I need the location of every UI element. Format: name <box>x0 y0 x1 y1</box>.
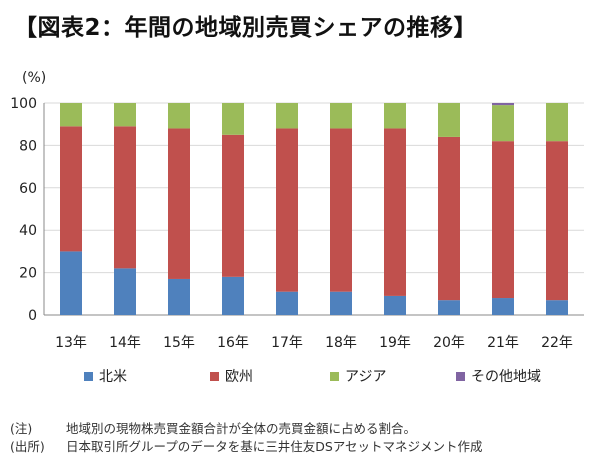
x-tick-label: 16年 <box>217 335 249 351</box>
footnote-source: (出所) 日本取引所グループのデータを基に三井住友DSアセットマネジメント作成 <box>10 438 483 456</box>
footnote-note: (注) 地域別の現物株売買金額合計が全体の売買金額に占める割合。 <box>10 420 483 438</box>
legend-swatch <box>456 371 465 381</box>
bar-segment <box>60 251 82 315</box>
legend-item: 北米 <box>84 366 127 386</box>
bar-segment <box>222 276 244 315</box>
legend-item: アジア <box>330 366 386 386</box>
footnote-label: (出所) <box>10 439 45 454</box>
legend-swatch <box>210 371 219 381</box>
bar-segment <box>168 103 190 129</box>
bar-segment <box>168 128 190 279</box>
bar-segment <box>114 126 136 269</box>
footnote-label: (注) <box>10 421 33 436</box>
bar-segment <box>276 291 298 315</box>
bar-segment <box>384 103 406 129</box>
x-tick-label: 17年 <box>271 335 303 351</box>
footnote-text: 日本取引所グループのデータを基に三井住友DSアセットマネジメント作成 <box>66 439 483 454</box>
bar-segment <box>492 298 514 315</box>
legend-item: 欧州 <box>210 366 253 386</box>
legend-label: アジア <box>345 369 387 385</box>
bar-segment <box>546 300 568 315</box>
bar-segment <box>60 103 82 127</box>
x-tick-label: 18年 <box>325 335 357 351</box>
x-tick-label: 20年 <box>433 335 465 351</box>
x-tick-label: 15年 <box>163 335 195 351</box>
x-tick-label: 13年 <box>55 335 87 351</box>
x-tick-label: 21年 <box>487 335 519 351</box>
legend-label: 欧州 <box>225 369 253 385</box>
legend-swatch <box>330 371 339 381</box>
bar-segment <box>546 141 568 301</box>
bar-segment <box>276 128 298 292</box>
bar-segment <box>438 300 460 315</box>
stacked-bar-chart: 0 20 40 60 80 100 13年 14年 15年 16年 17年 18年 19年 20年 21年 2… <box>10 96 584 351</box>
chart-legend: 北米 欧州 アジア その他地域 <box>0 366 600 390</box>
x-tick-label: 19年 <box>379 335 411 351</box>
y-tick-label: 80 <box>19 138 37 154</box>
footnotes: (注) 地域別の現物株売買金額合計が全体の売買金額に占める割合。 (出所) 日本… <box>10 420 483 456</box>
bar-segment <box>222 134 244 277</box>
bar-segment <box>60 126 82 252</box>
bar-segment <box>492 103 514 106</box>
footnote-text: 地域別の現物株売買金額合計が全体の売買金額に占める割合。 <box>66 421 417 436</box>
bar-segment <box>438 136 460 301</box>
y-tick-label: 0 <box>28 308 37 324</box>
y-tick-label: 100 <box>10 96 37 112</box>
bar-segment <box>492 141 514 299</box>
legend-label: 北米 <box>99 369 127 385</box>
y-tick-label: 60 <box>19 181 37 197</box>
bar-segment <box>384 128 406 296</box>
bar-segment <box>276 103 298 129</box>
bar-segment <box>168 278 190 315</box>
bar-segment <box>438 103 460 137</box>
chart-title: 【図表2：年間の地域別売買シェアの推移】 <box>14 15 478 41</box>
y-tick-label: 40 <box>19 223 37 239</box>
y-axis-unit-label: (%) <box>22 70 47 86</box>
bar-segment <box>114 103 136 127</box>
bar-segment <box>384 295 406 315</box>
x-tick-label: 22年 <box>541 335 573 351</box>
bar-segment <box>492 105 514 142</box>
legend-label: その他地域 <box>471 369 541 385</box>
y-tick-label: 20 <box>19 266 37 282</box>
bar-segment <box>546 103 568 142</box>
bar-segment <box>222 103 244 135</box>
bar-segment <box>330 128 352 292</box>
bar-segment <box>330 291 352 315</box>
bar-segment <box>114 268 136 315</box>
bar-segment <box>330 103 352 129</box>
legend-swatch <box>84 371 93 381</box>
x-tick-label: 14年 <box>109 335 141 351</box>
legend-item: その他地域 <box>456 366 541 386</box>
